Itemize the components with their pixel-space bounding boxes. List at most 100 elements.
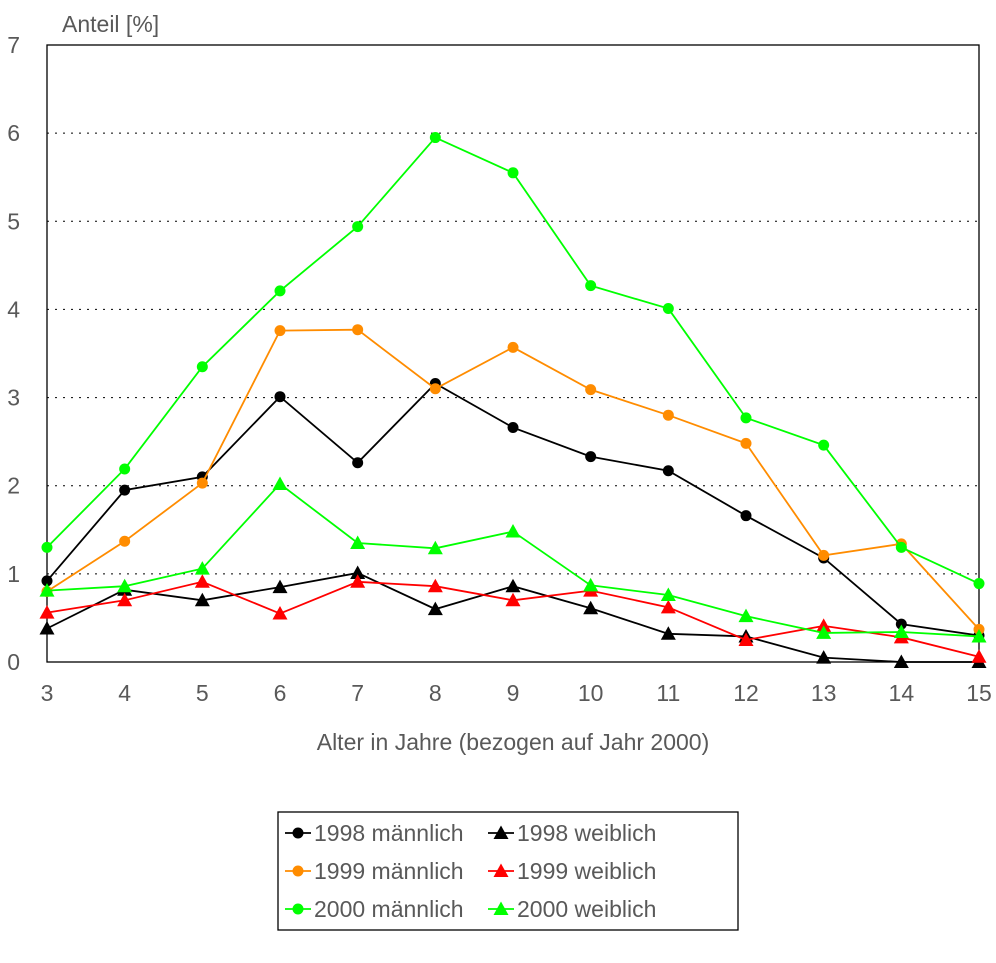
data-point-1999-weiblich	[738, 632, 754, 646]
data-point-1998-weiblich	[272, 579, 288, 594]
data-point-1999-weiblich	[660, 599, 676, 614]
data-point-1999-weiblich	[194, 574, 210, 588]
data-point-2000-weiblich	[583, 577, 599, 592]
legend-item-1998-weiblich: 1998 weiblich	[488, 820, 656, 846]
legend-marker	[493, 863, 509, 877]
data-point-1998-weiblich	[350, 565, 366, 579]
y-tick-label: 3	[7, 385, 20, 411]
data-point-2000-maennlich	[973, 578, 985, 590]
legend-marker	[292, 827, 304, 839]
y-axis-ticks: 0 1 2 3 4 5 6 7	[7, 32, 20, 675]
data-point-2000-weiblich	[427, 540, 443, 555]
legend-marker	[493, 825, 509, 839]
series-line-2000-weiblich	[46, 482, 980, 638]
y-axis-label: Anteil [%]	[62, 11, 159, 37]
legend-marker	[493, 901, 509, 915]
x-tick-label: 5	[196, 680, 209, 706]
legend-item-1999-weiblich: 1999 weiblich	[488, 858, 656, 884]
data-point-1999-weiblich	[350, 574, 366, 588]
x-tick-label: 7	[351, 680, 364, 706]
data-point-2000-maennlich	[274, 285, 286, 297]
x-tick-label: 9	[507, 680, 520, 706]
y-tick-label: 7	[7, 32, 20, 58]
x-tick-label: 12	[733, 680, 759, 706]
y-tick-label: 6	[7, 120, 20, 146]
data-point-2000-weiblich	[350, 535, 366, 550]
legend-label: 2000 männlich	[314, 896, 464, 922]
legend-label: 1998 männlich	[314, 820, 464, 846]
legend-label: 1999 weiblich	[517, 858, 656, 884]
data-point-2000-weiblich	[194, 561, 210, 575]
data-point-1999-maennlich	[274, 325, 286, 337]
data-point-1999-weiblich	[971, 649, 987, 663]
data-point-2000-weiblich	[893, 624, 909, 639]
data-point-1998-weiblich	[505, 578, 521, 593]
data-point-2000-maennlich	[895, 541, 907, 553]
legend-item-1998-maennlich: 1998 männlich	[285, 820, 464, 846]
x-tick-label: 8	[429, 680, 442, 706]
data-point-2000-weiblich	[505, 524, 521, 538]
data-point-2000-maennlich	[429, 132, 441, 144]
data-point-1998-weiblich	[583, 600, 599, 615]
data-point-2000-maennlich	[662, 303, 674, 315]
data-point-1999-weiblich	[427, 578, 443, 593]
data-point-1999-maennlich	[429, 383, 441, 395]
data-point-2000-weiblich	[39, 583, 55, 597]
data-point-2000-maennlich	[119, 463, 131, 475]
legend-item-2000-weiblich: 2000 weiblich	[488, 896, 656, 922]
data-point-2000-weiblich	[816, 625, 832, 639]
legend-label: 1999 männlich	[314, 858, 464, 884]
x-axis-ticks: 3 4 5 6 7 8 9 10 11 12 13 14 15	[41, 680, 992, 706]
data-point-1998-maennlich	[352, 457, 364, 469]
y-tick-label: 5	[7, 208, 20, 234]
x-tick-label: 15	[966, 680, 992, 706]
data-point-1998-maennlich	[119, 484, 131, 496]
series-2000-maennlich	[41, 132, 985, 590]
legend-item-2000-maennlich: 2000 männlich	[285, 896, 464, 922]
series-1998-weiblich	[39, 565, 987, 668]
x-tick-label: 11	[656, 680, 680, 706]
data-point-1999-weiblich	[816, 618, 832, 632]
series-group	[39, 132, 987, 668]
y-tick-label: 4	[7, 296, 20, 322]
data-point-2000-maennlich	[818, 439, 830, 451]
data-point-1999-maennlich	[818, 549, 830, 561]
data-point-2000-weiblich	[272, 476, 288, 490]
data-point-2000-maennlich	[585, 280, 597, 292]
legend: 1998 männlich 1998 weiblich 1999 männlich 1…	[277, 811, 739, 931]
data-point-1999-maennlich	[740, 437, 752, 449]
series-2000-weiblich	[39, 476, 987, 643]
data-point-2000-weiblich	[660, 587, 676, 602]
data-point-1999-maennlich	[585, 384, 597, 396]
data-point-2000-weiblich	[971, 628, 987, 643]
legend-label: 1998 weiblich	[517, 820, 656, 846]
data-point-1998-maennlich	[507, 422, 519, 434]
x-tick-label: 13	[811, 680, 837, 706]
x-axis-label: Alter in Jahre (bezogen auf Jahr 2000)	[317, 729, 710, 755]
grid-lines	[47, 132, 979, 575]
data-point-1999-maennlich	[507, 341, 519, 353]
y-tick-label: 1	[7, 561, 20, 587]
y-tick-label: 0	[7, 649, 20, 675]
x-tick-label: 3	[41, 680, 54, 706]
data-point-1999-maennlich	[662, 409, 674, 421]
data-point-1998-weiblich	[893, 654, 909, 668]
legend-label: 2000 weiblich	[517, 896, 656, 922]
data-point-2000-weiblich	[117, 578, 133, 593]
x-tick-label: 14	[889, 680, 915, 706]
data-point-1999-maennlich	[119, 535, 131, 547]
data-point-1999-weiblich	[272, 606, 288, 620]
legend-item-1999-maennlich: 1999 männlich	[285, 858, 464, 884]
data-point-2000-maennlich	[352, 221, 364, 233]
data-point-1999-maennlich	[352, 324, 364, 336]
y-tick-label: 2	[7, 473, 20, 499]
series-line-2000-maennlich	[46, 136, 980, 585]
data-point-2000-maennlich	[41, 541, 53, 553]
data-point-1998-weiblich	[816, 650, 832, 664]
data-point-1998-maennlich	[585, 451, 597, 463]
data-point-1998-maennlich	[274, 391, 286, 403]
data-point-1998-maennlich	[895, 618, 907, 630]
data-point-2000-maennlich	[507, 167, 519, 179]
data-point-1998-weiblich	[194, 592, 210, 607]
